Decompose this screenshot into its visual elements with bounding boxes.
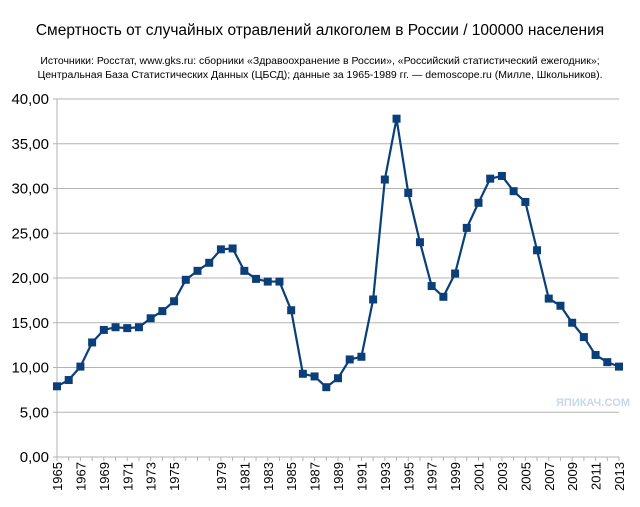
x-tick-label: 1973	[144, 462, 159, 491]
data-point	[99, 325, 108, 334]
subtitle-line-1: Источники: Росстат, www.gks.ru: сборники…	[40, 55, 600, 67]
data-point	[544, 294, 553, 303]
data-point	[205, 258, 214, 267]
data-point	[615, 362, 623, 371]
y-tick-label: 5,00	[20, 404, 49, 421]
data-point	[64, 376, 73, 385]
y-tick-label: 40,00	[11, 91, 49, 108]
x-tick-label: 2003	[495, 462, 510, 491]
data-point	[228, 244, 237, 253]
grid	[53, 98, 619, 458]
data-point	[88, 338, 97, 347]
x-tick-label: 1991	[354, 462, 369, 491]
data-point	[591, 350, 600, 359]
data-point	[310, 372, 319, 381]
x-tick-label: 2005	[518, 462, 533, 491]
data-point	[170, 297, 179, 306]
x-tick-label: 1965	[50, 462, 65, 491]
x-tick-label: 1971	[120, 462, 135, 491]
data-point	[181, 275, 190, 284]
data-point	[439, 292, 448, 301]
data-point	[322, 383, 331, 392]
x-tick-label: 1975	[167, 462, 182, 491]
x-tick-label: 1969	[97, 462, 112, 491]
data-point	[263, 277, 272, 286]
data-point	[462, 223, 471, 232]
chart-subtitle: Источники: Росстат, www.gks.ru: сборники…	[12, 54, 628, 82]
data-point	[556, 301, 565, 310]
data-point	[76, 362, 85, 371]
y-tick-label: 20,00	[11, 270, 49, 287]
x-tick-label: 1967	[73, 462, 88, 491]
data-point	[415, 238, 424, 247]
x-tick-label: 1995	[401, 462, 416, 491]
watermark: ЯПИКАЧ.COM	[556, 397, 630, 409]
data-point	[240, 266, 249, 275]
axes	[56, 99, 620, 461]
data-point	[345, 355, 354, 364]
data-point	[287, 306, 296, 315]
data-point	[404, 188, 413, 197]
x-tick-label: 1985	[284, 462, 299, 491]
data-point	[357, 352, 366, 361]
x-tick-label: 1979	[214, 462, 229, 491]
y-tick-label: 15,00	[11, 315, 49, 332]
x-tick-label: 1983	[261, 462, 276, 491]
data-point	[123, 324, 132, 333]
x-tick-label: 1989	[331, 462, 346, 491]
data-point	[509, 187, 518, 196]
x-tick-label: 2007	[542, 462, 557, 491]
data-point	[533, 246, 542, 255]
data-point	[298, 369, 307, 378]
data-point	[497, 171, 506, 180]
data-point	[158, 307, 167, 316]
x-tick-label: 2001	[472, 462, 487, 491]
data-point	[521, 197, 530, 206]
data-point	[392, 114, 401, 123]
x-tick-label: 1997	[425, 462, 440, 491]
y-tick-label: 30,00	[11, 181, 49, 198]
x-tick-label: 1993	[378, 462, 393, 491]
data-point	[275, 277, 284, 286]
data-point	[369, 295, 378, 304]
data-point	[427, 282, 436, 291]
data-point	[146, 314, 155, 323]
data-point	[380, 175, 389, 184]
y-tick-label: 0,00	[20, 449, 49, 466]
data-point	[216, 245, 225, 254]
y-tick-label: 25,00	[11, 225, 49, 242]
data-point	[334, 374, 342, 383]
x-tick-label: 2011	[589, 462, 604, 490]
data-point	[53, 382, 61, 391]
data-point	[579, 333, 588, 342]
y-tick-label: 10,00	[11, 360, 49, 377]
chart-title: Смертность от случайных отравлений алког…	[35, 22, 605, 39]
x-tick-label: 2013	[612, 462, 627, 491]
x-tick-label: 2009	[565, 462, 580, 491]
y-axis-tick-labels: 0,00 5,00 10,00 15,00 20,00 25,00 30,00 35,00 40…	[11, 91, 49, 466]
x-axis-tick-labels: 1965 1967 1969 1971 1973 1975 1979 1981 1983 1985…	[50, 462, 627, 491]
data-point	[603, 358, 612, 367]
series	[53, 114, 623, 392]
data-point	[111, 323, 120, 332]
data-point	[474, 198, 483, 207]
subtitle-line-2: Центральная База Статистических Данных (…	[37, 69, 603, 81]
data-point	[568, 318, 577, 327]
y-tick-label: 35,00	[11, 136, 49, 153]
x-tick-label: 1999	[448, 462, 463, 491]
data-point	[486, 174, 495, 183]
x-tick-label: 1987	[308, 462, 323, 491]
data-point	[134, 323, 143, 332]
x-tick-label: 1981	[237, 462, 252, 491]
data-point	[252, 274, 261, 283]
data-point	[451, 269, 460, 278]
data-point	[193, 266, 202, 275]
